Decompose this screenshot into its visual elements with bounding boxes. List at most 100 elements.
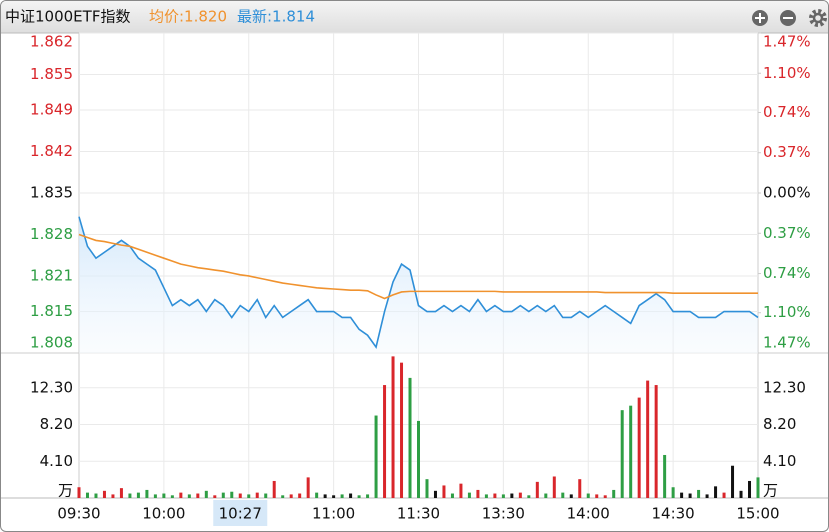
volume-bar — [561, 492, 565, 498]
volume-bar — [315, 492, 319, 498]
volume-bar — [196, 493, 200, 498]
volume-bar — [255, 492, 259, 498]
y2-tick-label: 1.47% — [763, 33, 811, 51]
series-line — [78, 216, 759, 349]
volume-bar — [408, 377, 412, 498]
x-tick-label: 10:27 — [219, 505, 262, 523]
volume-bar — [272, 480, 276, 498]
volume-bar — [136, 492, 140, 498]
volume-bar — [298, 493, 302, 498]
volume-bar — [544, 493, 548, 498]
volume-bar — [357, 495, 361, 498]
volume-bar — [722, 492, 726, 498]
volume-bar — [459, 483, 463, 498]
volume-bar — [646, 380, 650, 498]
volume-bar — [586, 493, 590, 498]
volume-bar — [306, 477, 310, 498]
volume-bar — [663, 454, 667, 498]
volume-bar — [289, 494, 293, 498]
volume-unit: 万 — [763, 482, 778, 500]
volume-tick-label: 8.20 — [763, 415, 796, 433]
x-tick-label: 10:00 — [142, 505, 185, 523]
volume-bar — [527, 495, 531, 498]
volume-bar — [748, 480, 752, 498]
volume-bar — [603, 495, 607, 498]
volume-bar — [153, 494, 157, 498]
volume-bar — [170, 495, 174, 498]
volume-bar — [739, 490, 743, 498]
volume-bar — [595, 494, 599, 498]
volume-bar — [119, 488, 123, 498]
y2-tick-label: 0.37% — [763, 224, 811, 242]
volume-bar — [366, 494, 370, 498]
settings-button[interactable] — [809, 9, 827, 27]
y2-tick-label: 0.00% — [763, 184, 811, 202]
y-tick-label: 1.842 — [30, 142, 73, 160]
y-tick-label: 1.862 — [30, 33, 73, 51]
x-tick-label: 11:00 — [312, 505, 355, 523]
y-tick-label: 1.821 — [30, 266, 73, 284]
zoom-in-button[interactable] — [752, 10, 768, 26]
volume-bar — [756, 477, 760, 498]
header-title: 中证1000ETF指数 — [5, 8, 130, 26]
x-tick-label: 15:00 — [736, 505, 779, 523]
header-last: 最新:1.814 — [237, 8, 315, 26]
volume-bar — [620, 410, 624, 498]
y2-tick-label: 0.74% — [763, 264, 811, 282]
volume-tick-label: 4.10 — [40, 452, 73, 470]
volume-bar — [238, 493, 242, 498]
y-tick-label: 1.808 — [30, 334, 73, 352]
volume-bar — [552, 476, 556, 498]
volume-bar — [85, 492, 89, 498]
volume-bar — [433, 490, 437, 498]
volume-bar — [569, 494, 573, 498]
volume-bar — [400, 362, 404, 498]
y-tick-label: 1.849 — [30, 101, 73, 119]
volume-bar — [323, 494, 327, 498]
volume-bar — [637, 397, 641, 498]
volume-bar — [476, 489, 480, 498]
crosshair-label-bg — [213, 500, 268, 526]
volume-bar — [425, 479, 429, 498]
volume-bar — [510, 493, 514, 498]
volume-bar — [671, 487, 675, 498]
x-tick-label: 13:30 — [482, 505, 525, 523]
volume-bar — [281, 495, 285, 498]
volume-bar — [612, 489, 616, 498]
volume-bar — [484, 494, 488, 498]
volume-bar — [145, 489, 149, 498]
y2-tick-label: 1.10% — [763, 64, 811, 82]
volume-bar — [187, 494, 191, 498]
volume-bar — [374, 415, 378, 498]
volume-unit: 万 — [58, 482, 73, 500]
volume-bar — [535, 481, 539, 498]
volume-bar — [714, 486, 718, 498]
volume-bar — [102, 490, 106, 498]
x-tick-label: 09:30 — [57, 505, 100, 523]
y2-tick-label: 1.10% — [763, 303, 811, 321]
x-tick-label: 11:30 — [397, 505, 440, 523]
volume-bar — [213, 495, 217, 498]
y-tick-label: 1.828 — [30, 225, 73, 243]
volume-bar — [518, 492, 522, 498]
y-tick-label: 1.855 — [30, 65, 73, 83]
volume-bar — [94, 493, 98, 498]
volume-bar — [128, 493, 132, 498]
x-tick-label: 14:30 — [652, 505, 695, 523]
volume-bar — [697, 489, 701, 498]
price-area — [79, 216, 758, 353]
volume-tick-label: 12.30 — [763, 378, 806, 396]
volume-bar — [340, 494, 344, 498]
header-bar — [1, 1, 828, 33]
volume-bar — [629, 405, 633, 498]
header-avg: 均价:1.820 — [149, 8, 227, 26]
volume-bar — [77, 487, 81, 498]
y2-tick-label: 1.47% — [763, 334, 811, 352]
zoom-out-button[interactable] — [780, 10, 796, 26]
volume-bar — [230, 491, 234, 498]
volume-bar — [578, 479, 582, 498]
volume-bar — [450, 493, 454, 498]
volume-bar — [705, 494, 709, 498]
